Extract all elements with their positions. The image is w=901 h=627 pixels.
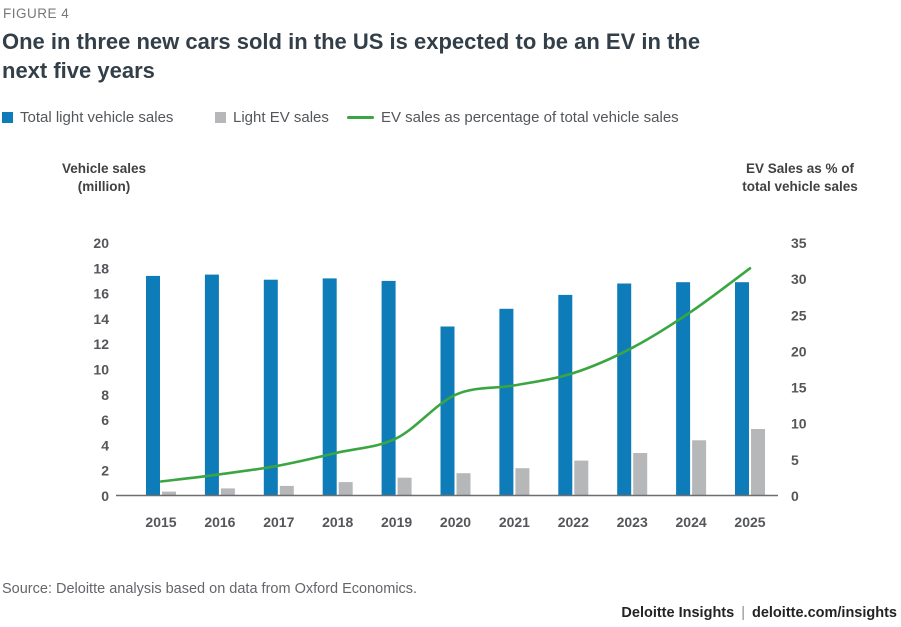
right-axis-tick: 25 [791, 307, 807, 323]
bar-2024 [692, 440, 707, 496]
right-axis-title-line-2: total vehicle sales [742, 179, 858, 194]
bar-2018 [322, 278, 337, 496]
footer-branding: Deloitte Insights | deloitte.com/insights [621, 605, 897, 621]
right-axis-tick: 15 [791, 380, 807, 396]
right-axis-tick: 0 [791, 488, 799, 504]
left-axis-title: Vehicle sales (million) [24, 160, 184, 196]
source-note: Source: Deloitte analysis based on data … [2, 581, 418, 597]
left-axis-tick: 8 [101, 387, 109, 403]
left-axis-title-line-1: Vehicle sales [61, 161, 147, 176]
bar-2023 [617, 283, 632, 496]
x-axis-label-2017: 2017 [263, 514, 294, 530]
legend-label: Total light vehicle sales [20, 109, 174, 126]
bar-2021 [499, 308, 514, 496]
figure-label: FIGURE 4 [3, 6, 70, 21]
footer-separator: | [741, 605, 745, 621]
blue-square-swatch-icon [2, 112, 13, 123]
bar-2015 [146, 275, 160, 496]
x-axis-label-2016: 2016 [204, 514, 235, 530]
bar-2023 [633, 453, 648, 496]
x-axis-label-2022: 2022 [558, 514, 589, 530]
right-axis-tick: 35 [791, 235, 807, 251]
right-axis-title-line-1: EV Sales as % of [745, 161, 855, 176]
bar-2022 [574, 460, 589, 496]
ev-percentage-line [159, 267, 752, 483]
right-axis-tick: 20 [791, 343, 807, 359]
x-axis-label-2020: 2020 [440, 514, 471, 530]
right-axis-tick: 5 [791, 452, 799, 468]
x-axis-label-2015: 2015 [145, 514, 176, 530]
legend-item-ev-percentage: EV sales as percentage of total vehicle … [347, 109, 679, 126]
bar-2025 [735, 282, 749, 496]
bar-2016 [220, 488, 235, 496]
green-line-swatch-icon [347, 116, 374, 119]
left-axis-tick: 20 [93, 235, 109, 251]
left-axis-tick: 2 [101, 463, 109, 479]
footer-link: deloitte.com/insights [751, 605, 897, 621]
left-axis-tick: 16 [93, 286, 109, 302]
bar-2024 [676, 282, 691, 496]
bar-2021 [515, 468, 530, 496]
bar-2022 [558, 294, 573, 496]
left-axis-tick: 0 [101, 488, 109, 504]
left-axis-tick: 4 [101, 437, 109, 453]
left-axis-tick: 14 [93, 311, 109, 327]
chart-title-line-2: next five years [2, 58, 155, 83]
bar-2017 [263, 279, 278, 496]
right-axis-title: EV Sales as % of total vehicle sales [717, 160, 883, 196]
x-axis-label-2023: 2023 [617, 514, 648, 530]
left-axis-title-line-2: (million) [77, 179, 131, 194]
bar-2015 [162, 491, 176, 496]
x-axis-label-2018: 2018 [322, 514, 353, 530]
gray-square-swatch-icon [215, 112, 226, 123]
right-axis-tick: 10 [791, 416, 807, 432]
bar-2016 [204, 274, 219, 496]
legend-label: EV sales as percentage of total vehicle … [381, 109, 679, 126]
bar-2020 [456, 473, 471, 496]
x-axis-label-2025: 2025 [734, 514, 765, 530]
footer-brand: Deloitte Insights [621, 605, 735, 621]
x-axis-label-2019: 2019 [381, 514, 412, 530]
x-axis-label-2021: 2021 [499, 514, 530, 530]
right-axis-tick: 30 [791, 271, 807, 287]
left-axis-tick: 12 [93, 336, 109, 352]
bar-2018 [338, 482, 353, 496]
bar-2025 [751, 429, 765, 496]
x-axis-label-2024: 2024 [676, 514, 707, 530]
left-axis-tick: 6 [101, 412, 109, 428]
chart-legend: Total light vehicle sales Light EV sales… [0, 109, 901, 131]
chart-title-line-1: One in three new cars sold in the US is … [2, 29, 701, 54]
bar-2019 [397, 477, 412, 496]
bar-2020 [440, 326, 455, 496]
bar-2017 [279, 485, 294, 496]
legend-item-total-sales: Total light vehicle sales [2, 109, 173, 126]
left-axis-tick: 10 [93, 362, 109, 378]
bar-2019 [381, 280, 396, 496]
legend-item-ev-sales: Light EV sales [215, 109, 329, 126]
left-axis-tick: 18 [93, 260, 109, 276]
legend-label: Light EV sales [233, 109, 329, 126]
chart-title: One in three new cars sold in the US is … [2, 27, 700, 85]
